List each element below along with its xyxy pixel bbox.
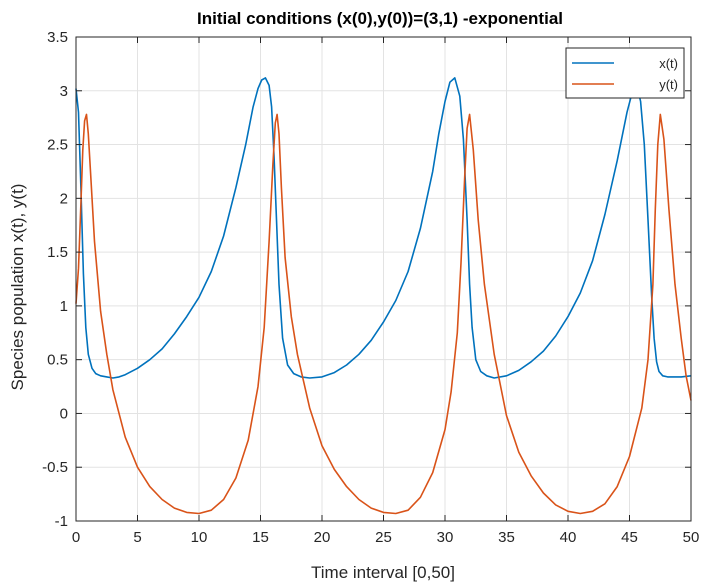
chart-title: Initial conditions (x(0),y(0))=(3,1) -ex… — [197, 9, 563, 28]
y-tick-label: 3.5 — [47, 29, 68, 46]
y-tick-label: 0 — [60, 405, 68, 422]
y-tick-label: 2 — [60, 190, 68, 207]
x-axis-label: Time interval [0,50] — [311, 563, 455, 582]
x-tick-label: 5 — [133, 529, 141, 546]
legend-label: y(t) — [659, 77, 678, 92]
x-tick-label: 20 — [314, 529, 331, 546]
y-tick-label: -0.5 — [42, 459, 68, 476]
legend-label: x(t) — [659, 56, 678, 71]
y-tick-label: -1 — [55, 513, 68, 530]
x-tick-label: 0 — [72, 529, 80, 546]
y-axis-label: Species population x(t), y(t) — [8, 184, 27, 391]
x-tick-label: 50 — [683, 529, 700, 546]
x-tick-label: 10 — [191, 529, 208, 546]
legend: x(t) y(t) — [565, 47, 685, 99]
x-tick-label: 45 — [621, 529, 638, 546]
y-tick-label: 1.5 — [47, 244, 68, 261]
y-tick-label: 0.5 — [47, 352, 68, 369]
plot-area: 0 5 10 15 20 25 30 35 40 45 50 -1 -0.5 0 0.5 1 1.5 2 2.5 3 3… — [42, 29, 699, 546]
y-tick-label: 1 — [60, 298, 68, 315]
x-tick-label: 15 — [252, 529, 269, 546]
y-tick-label: 2.5 — [47, 137, 68, 154]
x-tick-label: 30 — [437, 529, 454, 546]
series-line-2 — [75, 113, 692, 515]
x-tick-label: 40 — [560, 529, 577, 546]
series-line-1 — [75, 77, 692, 379]
y-tick-label: 3 — [60, 83, 68, 100]
x-tick-label: 35 — [498, 529, 515, 546]
x-tick-label: 25 — [375, 529, 392, 546]
legend-box — [565, 47, 685, 99]
